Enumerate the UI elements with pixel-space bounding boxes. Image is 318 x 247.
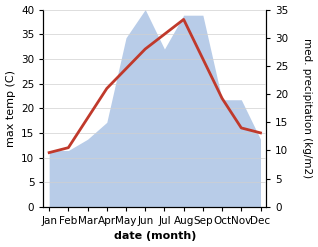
Y-axis label: max temp (C): max temp (C) — [5, 70, 16, 147]
Y-axis label: med. precipitation (kg/m2): med. precipitation (kg/m2) — [302, 38, 313, 178]
X-axis label: date (month): date (month) — [114, 231, 196, 242]
